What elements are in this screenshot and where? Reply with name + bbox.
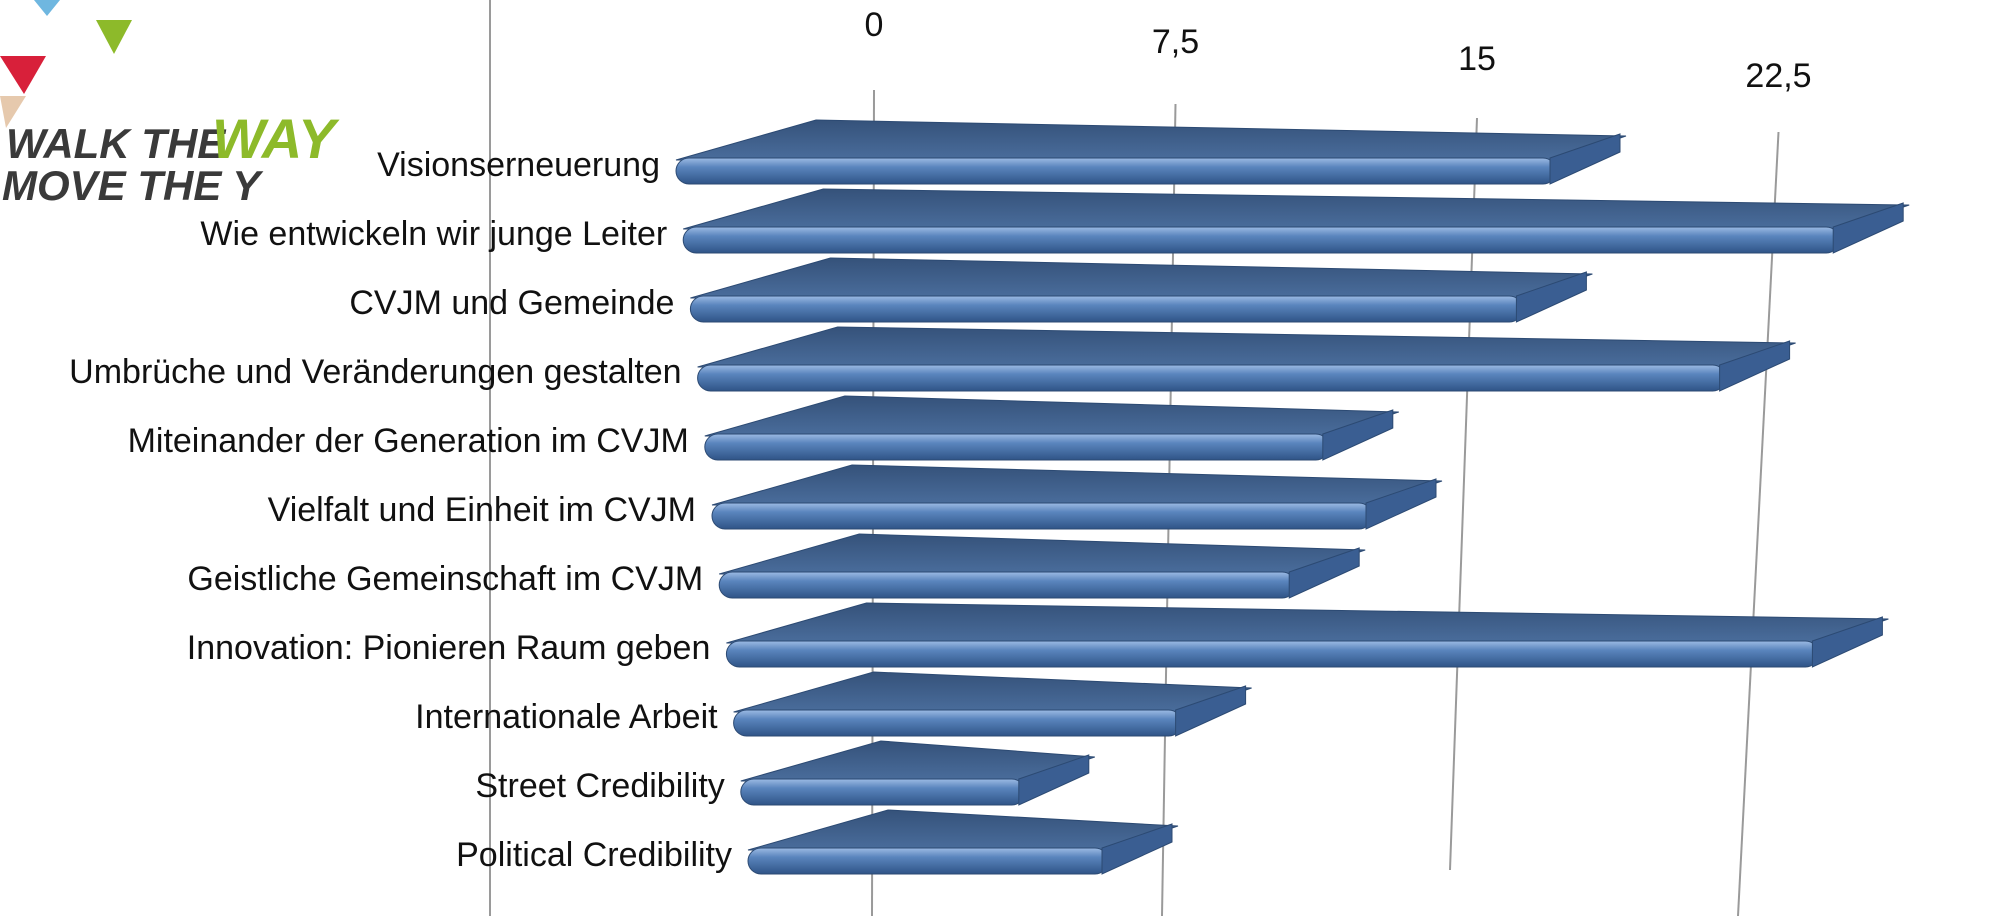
category-label-7: Geistliche Gemeinschaft im CVJM: [187, 560, 703, 598]
bar-front-face: [704, 433, 1330, 461]
bar-front-face: [747, 847, 1109, 875]
logo-line2: MOVE THE Y: [2, 162, 264, 209]
bar-7: [718, 533, 1366, 599]
bar-end-cap: [1549, 133, 1621, 185]
bar-top-face: [733, 671, 1252, 713]
bar-top-face: [719, 533, 1366, 575]
bar-front-face: [740, 778, 1026, 806]
bar-end-cap: [1018, 754, 1090, 806]
category-label-1: Visionserneuerung: [377, 146, 660, 184]
bar-2: [682, 188, 1910, 254]
bar-end-cap: [1719, 340, 1791, 392]
bar-3: [689, 257, 1593, 323]
bar-top-face: [704, 395, 1399, 437]
bar-10: [740, 740, 1095, 806]
logo-triangle-blue: [34, 0, 60, 16]
gridline-3: [1737, 131, 1780, 917]
bars: [675, 119, 1910, 875]
bar-top-face: [683, 188, 1910, 230]
bar-top-face: [726, 602, 1889, 644]
bar-end-cap: [1832, 202, 1904, 254]
x-tick-label-0: 0: [865, 6, 884, 44]
bar-end-cap: [1101, 823, 1173, 875]
bar-front-face: [725, 640, 1819, 668]
logo-triangle-green: [96, 20, 132, 54]
bar-top-face: [711, 464, 1443, 506]
x-tick-label-2: 15: [1458, 40, 1496, 78]
category-label-10: Street Credibility: [475, 767, 724, 805]
category-label-8: Innovation: Pionieren Raum geben: [187, 629, 711, 667]
category-label-3: CVJM und Gemeinde: [349, 284, 674, 322]
bar-end-cap: [1365, 478, 1437, 530]
bar-front-face: [718, 571, 1296, 599]
category-label-6: Vielfalt und Einheit im CVJM: [268, 491, 696, 529]
bar-1: [675, 119, 1627, 185]
bar-front-face: [689, 295, 1523, 323]
bar-4: [697, 326, 1796, 392]
bar-9: [733, 671, 1252, 737]
logo-triangle-red: [0, 56, 46, 94]
category-label-11: Political Credibility: [456, 836, 732, 874]
bar-top-face: [690, 257, 1593, 299]
bar-8: [725, 602, 1889, 668]
category-label-2: Wie entwickeln wir junge Leiter: [200, 215, 667, 253]
bar-front-face: [697, 364, 1727, 392]
bar-front-face: [675, 157, 1557, 185]
logo-line1-accent: WAY: [212, 107, 340, 170]
category-label-9: Internationale Arbeit: [415, 698, 718, 736]
bar-6: [711, 464, 1443, 530]
logo-line1-prefix: WALK THE: [6, 120, 227, 167]
bar-5: [704, 395, 1399, 461]
category-labels: Visionserneuerung Wie entwickeln wir jung…: [69, 146, 732, 874]
bar-top-face: [697, 326, 1796, 368]
bar-front-face: [733, 709, 1183, 737]
walk-the-way-logo: WALK THE WAY MOVE THE Y: [0, 0, 340, 209]
bar-top-face: [675, 119, 1627, 161]
logo-triangle-tan: [0, 96, 26, 128]
bar-end-cap: [1322, 409, 1394, 461]
bar-end-cap: [1288, 547, 1360, 599]
bar-end-cap: [1515, 271, 1587, 323]
bar-11: [747, 809, 1179, 875]
category-label-5: Miteinander der Generation im CVJM: [128, 422, 689, 460]
x-tick-label-1: 7,5: [1152, 23, 1199, 61]
bar-front-face: [682, 226, 1840, 254]
bar-front-face: [711, 502, 1373, 530]
bar-end-cap: [1811, 616, 1883, 668]
category-label-4: Umbrüche und Veränderungen gestalten: [69, 353, 681, 391]
x-axis-ticks: 0 7,5 15 22,5: [865, 6, 1812, 95]
bar-end-cap: [1175, 685, 1247, 737]
x-tick-label-3: 22,5: [1745, 57, 1811, 95]
